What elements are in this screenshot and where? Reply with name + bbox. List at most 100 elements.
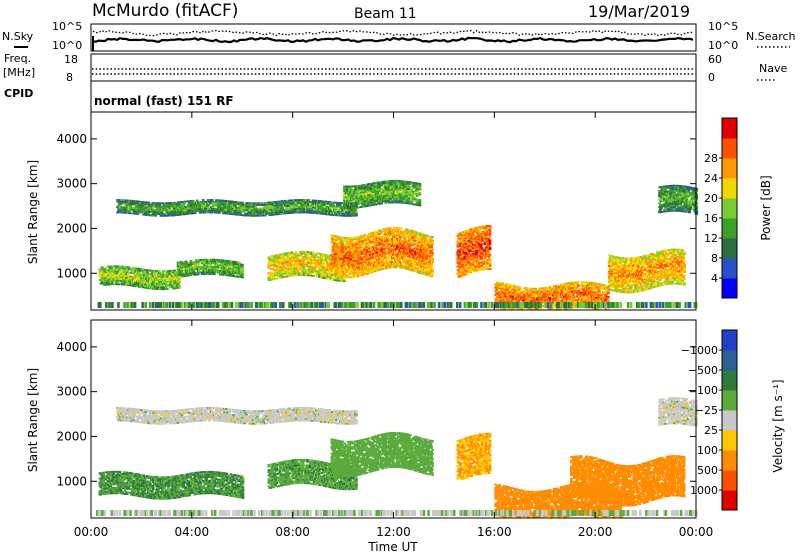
echo-cell [275, 277, 279, 280]
echo-cell [308, 260, 312, 263]
echo-cell [285, 257, 289, 260]
noise-panel-frame [90, 23, 697, 52]
echo-cell [143, 276, 147, 278]
echo-cell [425, 252, 428, 255]
echo-cell [296, 272, 300, 275]
echo-cell [214, 271, 217, 274]
echo-cell [356, 275, 360, 278]
echo-cell [320, 255, 324, 257]
echo-cell [311, 258, 315, 261]
echo-cell [305, 263, 309, 266]
echo-cell [180, 261, 184, 263]
echo-cell [234, 261, 237, 263]
echo-cell [114, 281, 118, 284]
echo-cell [328, 272, 331, 275]
echo-cell [292, 267, 296, 270]
echo-cell [124, 266, 128, 268]
echo-cell [488, 226, 492, 229]
echo-cell [151, 286, 154, 288]
echo-cell [389, 227, 392, 230]
echo-cell [484, 264, 488, 267]
echo-cell [135, 281, 139, 284]
echo-cell [312, 269, 316, 272]
echo-cell [343, 272, 347, 275]
echo-cell [225, 267, 228, 269]
echo-cell [526, 298, 530, 300]
echo-cell [335, 262, 339, 265]
echo-cell [163, 282, 166, 285]
echo-cell [189, 272, 193, 275]
echo-cell [276, 257, 280, 260]
echo-cell [162, 288, 165, 291]
noise-tick-bottom-left: 10^0 [52, 39, 82, 52]
echo-cell [409, 247, 412, 250]
echo-cell [332, 268, 336, 271]
echo-cell [226, 261, 229, 264]
echo-cell [487, 237, 491, 240]
echo-cell [172, 278, 175, 281]
echo-cell [320, 258, 324, 261]
echo-cell [144, 274, 148, 277]
echo-cell [138, 284, 142, 286]
echo-cell [150, 280, 153, 283]
echo-cell [164, 279, 167, 282]
echo-cell [415, 267, 418, 269]
echo-cell [331, 256, 335, 258]
echo-cell [572, 288, 575, 291]
echo-cell [357, 264, 361, 267]
echo-cell [124, 276, 128, 279]
echo-cell [367, 247, 371, 250]
echo-cell [341, 274, 345, 277]
echo-cell [399, 229, 402, 231]
echo-cell [307, 265, 311, 268]
echo-cell [383, 247, 387, 250]
echo-cell [430, 244, 433, 247]
echo-cell [268, 277, 272, 280]
echo-cell [342, 269, 346, 271]
echo-cell [148, 283, 151, 286]
echo-cell [123, 271, 127, 274]
echo-cell [208, 265, 211, 268]
echo-cell [146, 271, 149, 273]
echo-cell [202, 267, 206, 270]
echo-cell [213, 258, 216, 261]
echo-cell [316, 256, 320, 258]
echo-cell [464, 237, 468, 240]
echo-cell [236, 274, 239, 276]
echo-cell [342, 254, 346, 257]
echo-cell [573, 297, 576, 300]
echo-cell [131, 283, 135, 285]
echo-cell [234, 271, 237, 274]
echo-cell [146, 280, 149, 282]
echo-cell [158, 284, 161, 287]
echo-cell [177, 283, 180, 286]
echo-cell [241, 274, 244, 277]
echo-cell [270, 260, 274, 263]
echo-cell [389, 247, 392, 249]
echo-cell [326, 258, 330, 260]
echo-cell [431, 268, 434, 271]
echo-cell [301, 261, 305, 264]
echo-cell [430, 250, 433, 253]
echo-cell [109, 269, 113, 271]
echo-cell [160, 277, 163, 280]
echo-cell [222, 261, 225, 264]
echo-cell [302, 259, 306, 262]
echo-cell [241, 276, 244, 279]
echo-cell [306, 254, 310, 257]
echo-cell [330, 278, 333, 281]
echo-cell [126, 273, 130, 276]
echo-cell [488, 246, 492, 249]
echo-cell [239, 265, 242, 268]
echo-cell [586, 293, 589, 296]
echo-cell [273, 260, 277, 262]
echo-region [456, 225, 492, 278]
echo-cell [312, 251, 316, 254]
echo-cell [107, 269, 111, 272]
echo-cell [152, 275, 155, 278]
echo-cell [223, 270, 226, 273]
echo-cell [133, 274, 137, 277]
echo-cell [299, 272, 303, 275]
echo-cell [228, 260, 231, 263]
echo-cell [289, 253, 293, 256]
